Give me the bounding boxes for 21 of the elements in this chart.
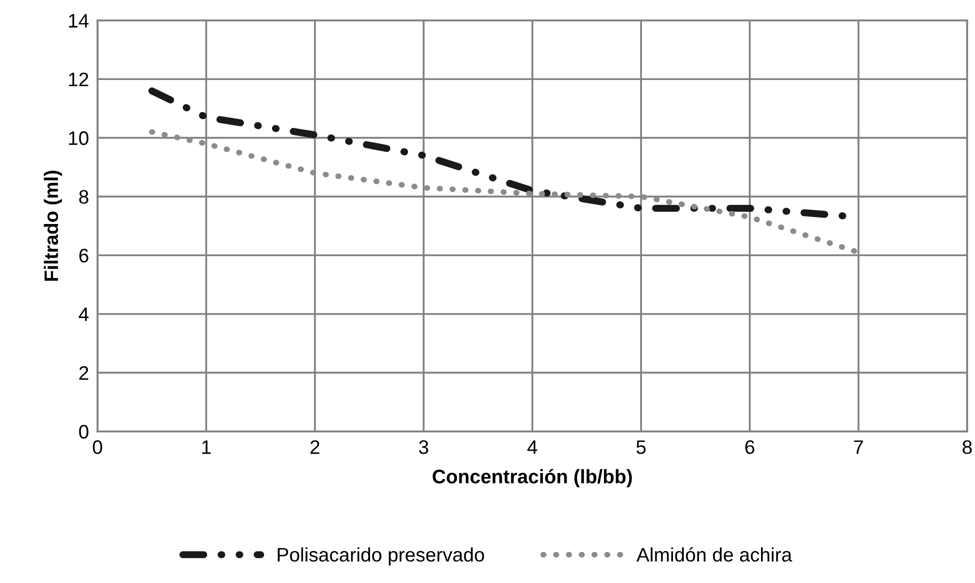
x-axis-title: Concentración (lb/bb) — [432, 468, 632, 488]
x-tick-label: 4 — [527, 440, 538, 454]
y-tick-label: 6 — [79, 248, 88, 263]
x-tick-label: 5 — [636, 440, 646, 454]
y-tick-label: 14 — [69, 14, 89, 28]
x-tick-label: 1 — [202, 440, 211, 454]
x-tick-label: 3 — [418, 440, 428, 454]
y-tick-label: 4 — [78, 308, 89, 322]
y-tick-label: 8 — [79, 190, 88, 204]
legend-label: Polisacarido preservado — [278, 547, 484, 566]
y-tick-label: 2 — [79, 366, 88, 380]
x-tick-label: 2 — [310, 440, 320, 454]
x-tick-label: 6 — [745, 440, 754, 454]
y-tick-label: 12 — [69, 72, 88, 86]
legend-label: Almidón de achira — [636, 547, 792, 562]
y-tick-label: 10 — [69, 131, 88, 146]
y-tick-label: 0 — [79, 424, 88, 439]
x-tick-label: 0 — [92, 440, 102, 454]
x-tick-label: 7 — [854, 440, 863, 454]
x-tick-label: 8 — [962, 440, 972, 454]
y-axis-title: Filtrado (ml) — [44, 170, 62, 281]
